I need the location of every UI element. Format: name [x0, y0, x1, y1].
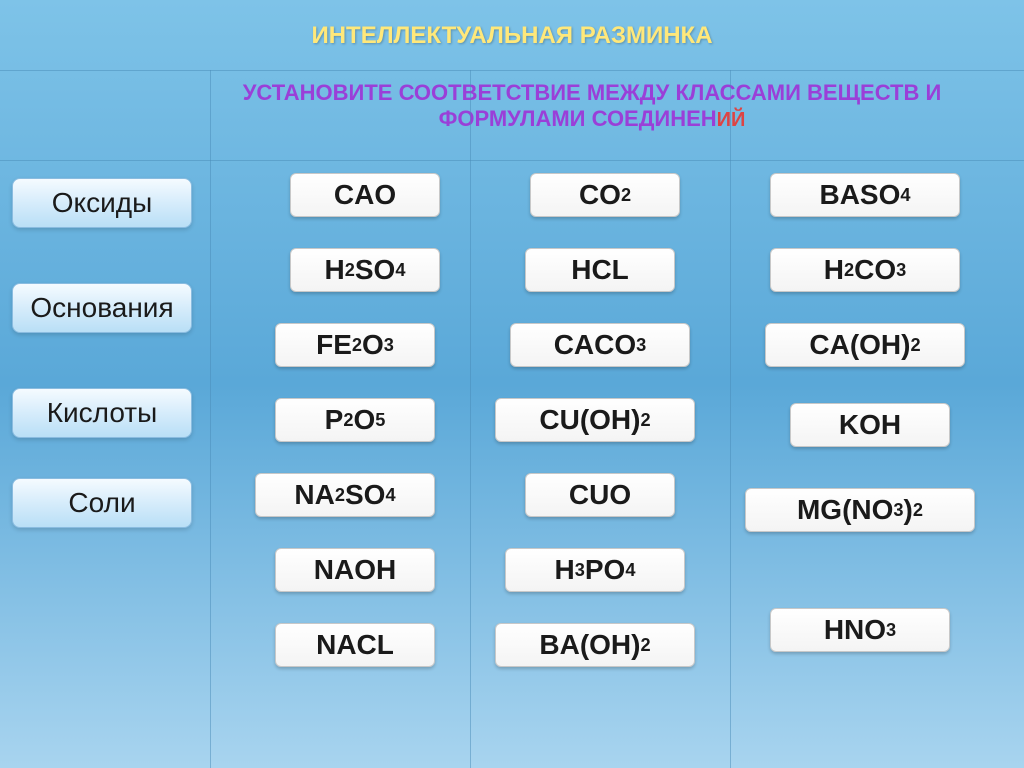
formula-chip[interactable]: BA(OH)2: [495, 623, 695, 667]
category-оксиды[interactable]: Оксиды: [12, 178, 192, 228]
page-title: ИНТЕЛЛЕКТУАЛЬНАЯ РАЗМИНКА: [0, 0, 1024, 62]
formula-chip[interactable]: P2O5: [275, 398, 435, 442]
formula-chip[interactable]: NA2SO4: [255, 473, 435, 517]
formula-chip[interactable]: CA(OH)2: [765, 323, 965, 367]
formula-chip[interactable]: BASO4: [770, 173, 960, 217]
formula-chip[interactable]: FE2O3: [275, 323, 435, 367]
formula-chip[interactable]: CO2: [530, 173, 680, 217]
category-кислоты[interactable]: Кислоты: [12, 388, 192, 438]
formula-chip[interactable]: H2CO3: [770, 248, 960, 292]
formula-chip[interactable]: NAOH: [275, 548, 435, 592]
page-subtitle: УСТАНОВИТЕ СООТВЕТСТВИЕ МЕЖДУ КЛАССАМИ В…: [0, 62, 1024, 138]
category-соли[interactable]: Соли: [12, 478, 192, 528]
formula-chip[interactable]: KOH: [790, 403, 950, 447]
formula-chip[interactable]: HNO3: [770, 608, 950, 652]
formula-chip[interactable]: MG(NO3)2: [745, 488, 975, 532]
formula-chip[interactable]: CU(OH)2: [495, 398, 695, 442]
stage: Оксиды Основания Кислоты Соли CAO CO2 BASO4 H2S…: [0, 138, 1024, 758]
formula-chip[interactable]: CAO: [290, 173, 440, 217]
formula-chip[interactable]: HCL: [525, 248, 675, 292]
subtitle-end: ИЙ: [717, 109, 746, 131]
formula-chip[interactable]: H2SO4: [290, 248, 440, 292]
formula-chip[interactable]: CUO: [525, 473, 675, 517]
subtitle-main: УСТАНОВИТЕ СООТВЕТСТВИЕ МЕЖДУ КЛАССАМИ В…: [243, 80, 942, 131]
grid-hline: [0, 70, 1024, 71]
formula-chip[interactable]: NACL: [275, 623, 435, 667]
category-основания[interactable]: Основания: [12, 283, 192, 333]
formula-chip[interactable]: CACO3: [510, 323, 690, 367]
formula-chip[interactable]: H3PO4: [505, 548, 685, 592]
